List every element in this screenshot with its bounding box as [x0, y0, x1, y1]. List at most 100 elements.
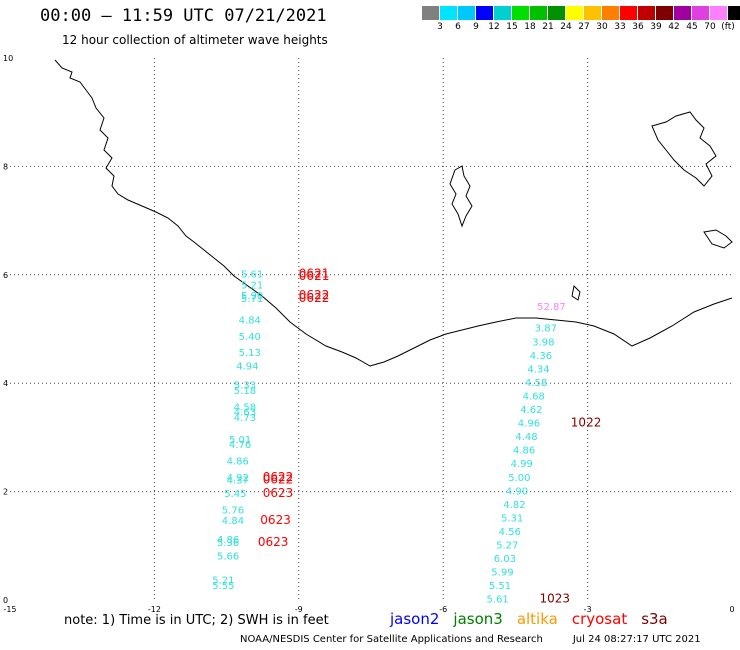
legend-label: 9	[473, 22, 479, 32]
satellite-cryosat: cryosat	[571, 610, 628, 628]
pass-time-label: 0622	[299, 291, 330, 305]
wave-height-value: 4.62	[520, 405, 542, 416]
wave-height-value: 4.63	[234, 408, 256, 419]
legend-swatch-15	[692, 6, 710, 20]
wave-height-value: 52.87	[537, 302, 566, 313]
wave-height-value: 4.48	[515, 432, 537, 443]
x-tick-label: -3	[584, 605, 592, 614]
wave-height-value: 5.27	[496, 541, 518, 552]
wave-height-value: 4.92	[227, 473, 249, 484]
legend-label: 6	[455, 22, 461, 32]
legend-swatch-6	[530, 6, 548, 20]
wave-height-value: 4.68	[523, 392, 545, 403]
x-tick-label: -9	[295, 605, 303, 614]
wave-height-value: 5.31	[501, 513, 523, 524]
wave-height-value: 5.61	[487, 595, 509, 606]
wave-height-value: 4.82	[503, 500, 525, 511]
wave-height-value: 5.99	[491, 568, 513, 579]
satellite-jason3: jason3	[453, 610, 503, 628]
x-tick-label: -12	[148, 605, 161, 614]
pass-time-label: 1022	[571, 416, 602, 430]
wave-height-value: 5.51	[489, 581, 511, 592]
pass-time-label: 0622	[299, 288, 330, 302]
legend-label: 3	[437, 22, 443, 32]
wave-height-value: 4.86	[513, 446, 535, 457]
legend-swatch-0	[422, 6, 440, 20]
pass-time-label: 0623	[258, 535, 289, 549]
y-tick-label: 10	[3, 54, 13, 63]
pass-time-label: 0623	[263, 486, 294, 500]
legend-swatch-11	[620, 6, 638, 20]
wave-height-value: 4.84	[222, 516, 244, 527]
wave-height-value: 4.99	[511, 459, 533, 470]
wave-height-value: 4.94	[236, 362, 258, 373]
y-tick-label: 8	[3, 162, 8, 171]
legend-label: 18	[524, 22, 536, 32]
legend-swatch-2	[458, 6, 476, 20]
footnote: note: 1) Time is in UTC; 2) SWH is in fe…	[64, 613, 329, 628]
x-tick-label: -15	[3, 605, 16, 614]
credit-text: NOAA/NESDIS Center for Satellite Applica…	[240, 634, 543, 645]
axis-ticks: -15 -12 -9 -6 -3 0 0 2 4 6 8 10	[3, 54, 735, 614]
pass-time-label: 0623	[260, 513, 291, 527]
y-tick-label: 6	[3, 271, 8, 280]
wave-height-value: 5.40	[239, 332, 261, 343]
pass-time-label: 1023	[540, 592, 571, 606]
color-legend-labels: 3 6 9 12 15 18 21 24 27 30 33 36 39 42 45 70 (ft)	[422, 22, 740, 36]
coastline	[54, 59, 733, 367]
legend-label: 42	[668, 22, 680, 32]
credit-line: NOAA/NESDIS Center for Satellite Applica…	[240, 634, 701, 645]
coastline-segment-1	[449, 165, 473, 228]
wave-height-value: 6.03	[494, 554, 516, 565]
wave-height-value: 4.56	[499, 527, 521, 538]
pass-time-label: 0622	[263, 470, 294, 484]
wave-height-value: 5.21	[241, 280, 263, 291]
map-title: 00:00 – 11:59 UTC 07/21/2021	[40, 6, 327, 26]
wave-height-value: 4.73	[234, 413, 256, 424]
legend-label: 36	[632, 22, 644, 32]
satellite-jason2: jason2	[390, 610, 440, 628]
legend-swatch-4	[494, 6, 512, 20]
wave-height-value: 5.21	[212, 576, 234, 587]
legend-label: 33	[614, 22, 626, 32]
legend-swatch-10	[602, 6, 620, 20]
legend-label: 12	[488, 22, 500, 32]
wave-height-value: 4.86	[217, 535, 239, 546]
generated-timestamp: Jul 24 08:27:17 UTC 2021	[572, 634, 701, 645]
wave-height-value: 5.90	[241, 291, 263, 302]
legend-swatch-9	[584, 6, 602, 20]
wave-height-value: 4.37	[227, 476, 249, 487]
legend-label: 15	[506, 22, 518, 32]
coastline-segment-0	[54, 59, 733, 367]
pass-time-label: 0621	[299, 267, 330, 281]
wave-height-value: 4.76	[229, 440, 251, 451]
wave-height-value: 4.90	[506, 486, 528, 497]
wave-height-value: 5.76	[222, 505, 244, 516]
legend-swatch-5	[512, 6, 530, 20]
satellite-legend: jason2 jason3 altika cryosat s3a	[390, 610, 682, 628]
satellite-s3a: s3a	[641, 610, 668, 628]
wave-height-value: 4.58	[234, 402, 256, 413]
wave-height-value: 4.84	[239, 316, 261, 327]
legend-label: 45	[686, 22, 698, 32]
x-tick-label: -6	[439, 605, 447, 614]
y-tick-label: 4	[3, 379, 8, 388]
wave-height-value: 4.96	[518, 419, 540, 430]
legend-label: 27	[578, 22, 590, 32]
wave-height-value: 5.33	[234, 381, 256, 392]
color-legend	[422, 6, 740, 20]
wave-height-value: 4.58	[525, 378, 547, 389]
x-tick-label: 0	[729, 605, 734, 614]
legend-swatch-3	[476, 6, 494, 20]
legend-swatch-12	[638, 6, 656, 20]
pass-time-label: 0622	[263, 473, 294, 487]
coastline-segment-2	[651, 111, 717, 187]
y-tick-label: 0	[3, 596, 8, 605]
legend-swatch-13	[656, 6, 674, 20]
y-tick-label: 2	[3, 488, 8, 497]
legend-label: 30	[596, 22, 608, 32]
wave-height-value: 5.18	[234, 386, 256, 397]
wave-height-value: 4.36	[530, 351, 552, 362]
map-grid	[10, 58, 732, 600]
